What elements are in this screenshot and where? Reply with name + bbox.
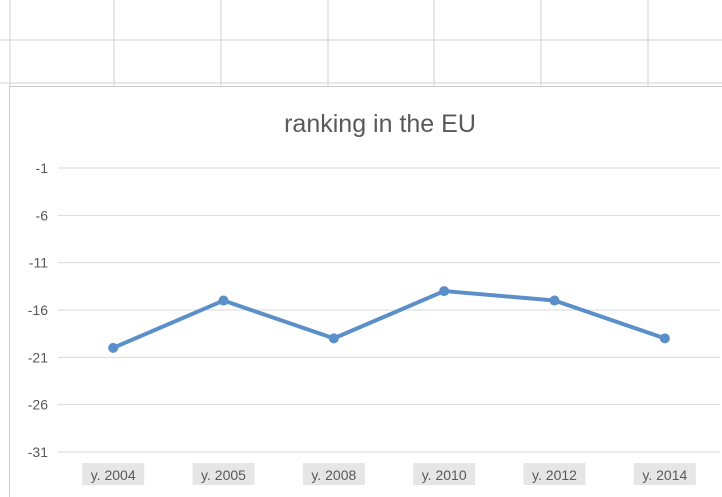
data-point[interactable] — [108, 342, 119, 353]
data-point[interactable] — [439, 286, 450, 297]
data-point[interactable] — [218, 295, 229, 306]
y-tick-label: -16 — [28, 302, 48, 318]
x-tick-highlight — [523, 463, 586, 485]
series-layer — [108, 286, 670, 353]
x-tick-highlight — [302, 463, 365, 485]
y-tick-label: -1 — [36, 160, 49, 176]
data-point[interactable] — [549, 295, 560, 306]
x-tick-label: y. 2010 — [422, 467, 467, 483]
y-tick-label: -31 — [28, 444, 48, 460]
y-tick-label: -6 — [36, 207, 49, 223]
x-tick-highlight — [633, 463, 696, 485]
chart-title: ranking in the EU — [284, 110, 476, 138]
series-line[interactable] — [111, 289, 667, 350]
chart-area[interactable]: ranking in the EU -1 -6 -11 -16 -21 -26 -31 y.… — [9, 86, 722, 497]
x-tick-highlight — [192, 463, 255, 485]
y-tick-label: -21 — [28, 349, 48, 365]
x-tick-label: y. 2012 — [532, 467, 577, 483]
gridlines — [58, 167, 720, 453]
x-tick-highlight — [82, 463, 145, 485]
x-tick-highlight — [413, 463, 476, 485]
x-tick-label: y. 2008 — [311, 467, 356, 483]
y-tick-label: -11 — [29, 255, 48, 271]
data-point[interactable] — [659, 333, 670, 344]
y-axis-ticks: -1 -6 -11 -16 -21 -26 -31 — [28, 160, 48, 460]
x-tick-label: y. 2014 — [642, 467, 687, 483]
x-tick-label: y. 2005 — [201, 467, 246, 483]
x-axis-ticks: y. 2004 y. 2005 y. 2008 y. 2010 y. 2012 y. 20… — [82, 463, 696, 485]
data-point[interactable] — [328, 333, 339, 344]
y-tick-label: -26 — [28, 397, 48, 413]
x-tick-label: y. 2004 — [91, 467, 136, 483]
spreadsheet-grid — [0, 0, 722, 86]
line-chart: ranking in the EU -1 -6 -11 -16 -21 -26 -31 y.… — [28, 110, 720, 485]
